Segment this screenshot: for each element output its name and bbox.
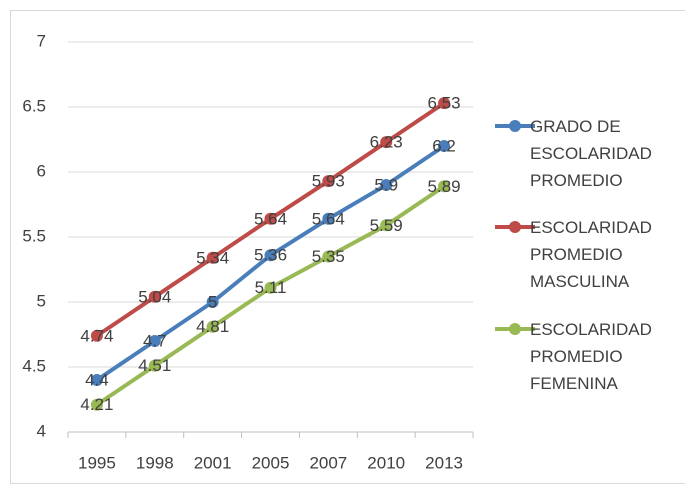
point (148, 335, 161, 347)
x-tick-label: 1998 (136, 453, 174, 472)
point (264, 249, 277, 262)
legend-marker (509, 221, 521, 233)
point (264, 212, 277, 225)
point (322, 175, 335, 188)
point (438, 140, 451, 152)
y-tick-label: 4 (37, 421, 46, 440)
data-label: 6.23 (370, 133, 403, 152)
legend-label: GRADO DE ESCOLARIDAD PROMEDIO (530, 117, 652, 190)
x-tick-label: 2007 (309, 453, 347, 472)
chart-border (10, 10, 685, 484)
data-label: 5.89 (428, 177, 461, 196)
x-tick-label: 2005 (252, 453, 290, 472)
data-label: 4.51 (138, 356, 171, 375)
point (322, 212, 335, 225)
data-label: 5.64 (254, 209, 287, 228)
data-label: 5.59 (370, 216, 403, 235)
y-tick-label: 6 (37, 161, 46, 180)
y-tick-label: 5 (37, 291, 46, 310)
data-label: 6.2 (432, 136, 456, 155)
point (264, 281, 277, 294)
data-label: 4.21 (80, 395, 113, 414)
point (90, 398, 103, 411)
point (438, 180, 451, 193)
data-label: 5.93 (312, 172, 345, 191)
data-label: 4.7 (143, 331, 167, 350)
data-label: 5.64 (312, 209, 345, 228)
x-tick-label: 2013 (425, 453, 463, 472)
point (380, 136, 393, 149)
x-tick-label: 2001 (194, 453, 232, 472)
y-tick-label: 6.5 (22, 96, 46, 115)
legend-marker (509, 120, 521, 132)
point (148, 359, 161, 372)
point (380, 219, 393, 232)
legend-marker (509, 323, 521, 335)
data-label: 4.74 (80, 326, 113, 345)
data-label: 5.9 (374, 175, 398, 194)
y-tick-label: 5.5 (22, 226, 46, 245)
data-label: 5.35 (312, 247, 345, 266)
point (206, 320, 219, 333)
point (322, 250, 335, 263)
point (438, 97, 451, 110)
data-label: 5.36 (254, 246, 287, 265)
legend-label: ESCOLARIDAD PROMEDIO MASCULINA (530, 218, 652, 291)
y-tick-label: 7 (37, 31, 46, 50)
data-label: 5 (208, 292, 217, 311)
data-label: 4.81 (196, 317, 229, 336)
point (380, 179, 393, 191)
data-label: 5.11 (255, 278, 287, 297)
point (206, 296, 219, 308)
point (90, 374, 103, 386)
y-tick-label: 4.5 (22, 356, 46, 375)
point (148, 290, 161, 303)
legend-label: ESCOLARIDAD PROMEDIO FEMENINA (530, 320, 652, 393)
data-label: 5.34 (196, 248, 229, 267)
x-tick-label: 2010 (367, 453, 405, 472)
data-label: 5.04 (138, 287, 171, 306)
point (90, 329, 103, 342)
data-label: 4.4 (85, 370, 109, 389)
x-tick-label: 1995 (78, 453, 116, 472)
data-label: 6.53 (428, 94, 461, 113)
point (206, 251, 219, 264)
